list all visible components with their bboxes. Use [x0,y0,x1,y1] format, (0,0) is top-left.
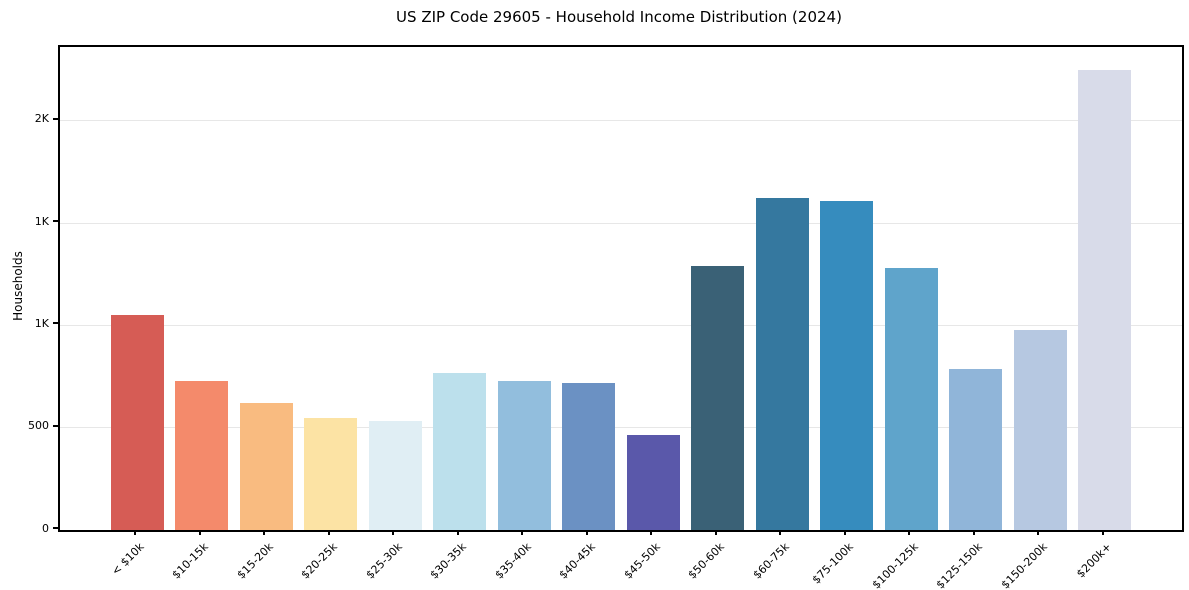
x-tick-mark [1101,530,1104,535]
x-tick-mark [198,530,201,535]
x-tick-mark [585,530,588,535]
x-tick-mark [779,530,781,535]
x-tick-label: $50-60k [685,540,727,582]
x-tick-label: $35-40k [492,540,534,582]
bar [433,373,486,530]
y-tick-label: 500 [28,419,49,433]
y-tick-mark [53,527,58,529]
x-tick-label: $25-30k [363,540,405,582]
x-tick-label: < $10k [108,540,147,578]
x-tick-label: $20-25k [298,540,340,582]
y-tick-mark [53,220,58,222]
bar [626,434,680,530]
bar [1078,69,1131,530]
bar [1013,330,1067,530]
x-tick-mark [1037,530,1039,535]
x-tick-mark [843,530,846,535]
x-tick-mark [134,530,136,535]
y-tick-label: 1K [34,316,49,330]
y-tick-label: 0 [42,521,49,535]
y-tick-mark [53,322,58,325]
gridline [60,222,1182,224]
bar [239,403,293,530]
bar [949,369,1002,530]
bar [304,418,357,530]
gridline [60,427,1182,429]
bar [820,200,873,530]
x-tick-label: $150-200k [998,540,1050,590]
x-tick-mark [908,530,910,535]
x-tick-label: $200k+ [1073,540,1114,581]
plot-area [58,45,1184,532]
x-tick-mark [456,530,459,535]
y-axis-label: Households [11,251,25,321]
x-tick-label: $45-50k [621,540,663,582]
x-tick-label: $100-125k [869,540,921,590]
bar [110,315,164,530]
gridline [60,120,1182,122]
x-tick-label: $60-75k [750,540,792,582]
x-tick-label: $10-15k [169,540,211,582]
y-tick-label: 2K [34,112,49,126]
x-tick-label: $75-100k [809,540,856,587]
x-tick-mark [521,530,523,535]
x-tick-mark [714,530,717,535]
bar [497,380,551,530]
y-tick-mark [53,117,58,120]
x-tick-mark [972,530,975,535]
y-tick-mark [53,424,58,427]
bar [175,380,228,530]
x-tick-mark [650,530,652,535]
gridline [60,324,1182,326]
x-tick-mark [392,530,394,535]
x-tick-mark [327,530,330,535]
bar [368,420,422,530]
x-tick-label: $30-35k [427,540,469,582]
y-tick-label: 1K [34,214,49,228]
x-tick-label: $125-150k [933,540,985,590]
bar [691,266,744,530]
x-tick-label: $15-20k [234,540,276,582]
bar [884,268,938,530]
bar [755,198,809,530]
x-tick-label: $40-45k [556,540,598,582]
bar [562,382,615,530]
x-tick-mark [263,530,265,535]
chart-title: US ZIP Code 29605 - Household Income Dis… [396,8,842,26]
